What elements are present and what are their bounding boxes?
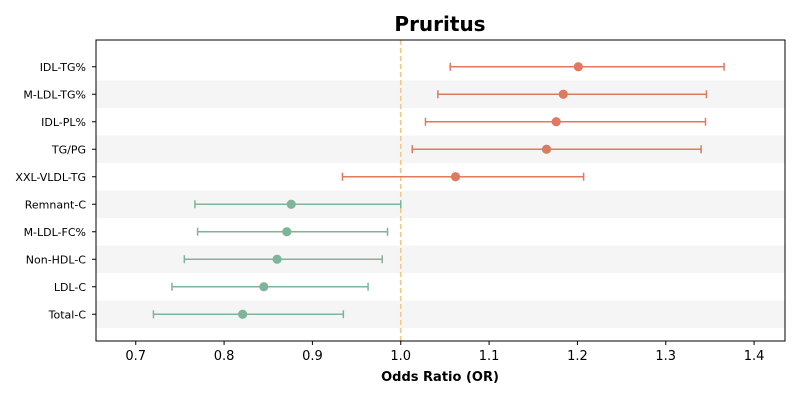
x-axis-ticks: 0.7 0.8 0.9 1.0 1.1 1.2 1.3 1.4 (125, 341, 764, 364)
plot-border (95, 39, 786, 342)
row-label: M-LDL-FC% (24, 226, 86, 239)
row-label: Non-HDL-C (26, 253, 87, 266)
x-tick-label: 1.0 (390, 349, 411, 364)
x-tick-label: 1.3 (655, 349, 676, 364)
row-label: LDL-C (54, 281, 87, 294)
x-tick-label: 1.2 (567, 349, 588, 364)
chart-title: Pruritus (394, 12, 485, 36)
x-tick-label: 0.9 (302, 349, 323, 364)
or-point (450, 172, 461, 182)
or-point (272, 254, 282, 264)
x-axis-label: Odds Ratio (OR) (381, 370, 499, 385)
or-point (573, 62, 583, 72)
or-point (286, 199, 296, 209)
row-label: Total-C (48, 308, 87, 321)
row-label: XXL-VLDL-TG (15, 171, 86, 184)
or-point (282, 227, 292, 237)
row-label: M-LDL-TG% (23, 88, 86, 101)
x-tick-label: 1.1 (479, 349, 500, 364)
or-point (259, 282, 269, 292)
x-tick-label: 0.8 (214, 349, 235, 364)
row-label: IDL-TG% (40, 61, 86, 74)
or-point (541, 144, 552, 154)
plot-frame (95, 39, 786, 342)
x-tick-label: 0.7 (125, 349, 146, 364)
or-point (238, 309, 248, 319)
or-point (551, 117, 561, 127)
x-tick-label: 1.4 (744, 349, 765, 364)
or-point (558, 89, 568, 99)
row-label: Remnant-C (25, 198, 87, 211)
odds-ratio-points (238, 62, 583, 319)
row-label: IDL-PL% (41, 116, 86, 129)
row-label: TG/PG (51, 143, 86, 156)
error-bars (152, 62, 725, 319)
y-axis-labels: IDL-TG% M-LDL-TG% IDL-PL% TG/PG XXL-VLDL-TG R… (15, 61, 96, 321)
